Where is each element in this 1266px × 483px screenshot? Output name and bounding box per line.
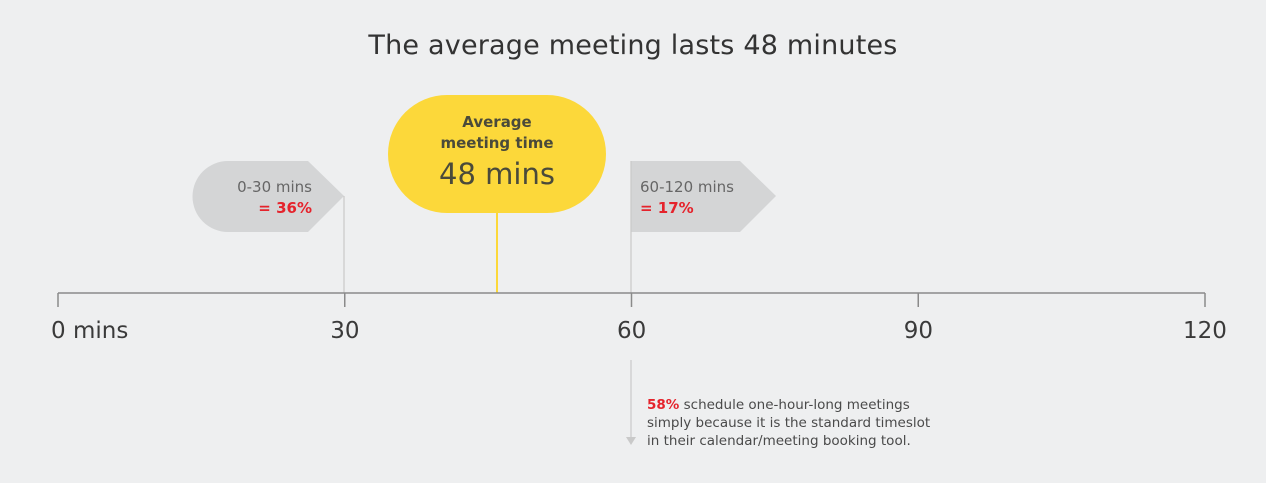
average-label-line1: Average <box>462 113 532 131</box>
flag-left-range: 0-30 mins <box>237 178 312 196</box>
note-line-2: simply because it is the standard timesl… <box>647 415 931 431</box>
meeting-note: 58% schedule one-hour-long meetings simp… <box>647 396 977 450</box>
flag-right-shape <box>631 161 776 232</box>
average-label-line2: meeting time <box>440 134 554 152</box>
axis-tick-label-120: 120 <box>1183 318 1227 344</box>
flag-right-range: 60-120 mins <box>640 178 734 196</box>
note-line-1-text: schedule one-hour-long meetings <box>679 397 910 413</box>
flag-right-share: = 17% <box>640 199 694 217</box>
average-badge: Average meeting time 48 mins <box>388 95 606 213</box>
flag-right-label: 60-120 mins = 17% <box>640 177 760 219</box>
average-value: 48 mins <box>439 157 555 191</box>
flag-left-label: 0-30 mins = 36% <box>206 177 312 219</box>
axis-tick-label-90: 90 <box>903 318 934 344</box>
note-line-3: in their calendar/meeting booking tool. <box>647 433 911 449</box>
note-arrow-head <box>626 437 636 445</box>
axis-tick-label-60: 60 <box>617 318 647 344</box>
page-title: The average meeting lasts 48 minutes <box>368 30 898 61</box>
note-percentage: 58% <box>647 397 680 413</box>
flag-left-share: = 36% <box>258 199 312 217</box>
axis-tick-label-0: 0 mins <box>51 318 129 344</box>
average-label: Average meeting time <box>388 112 606 154</box>
flag-left-shape <box>192 161 344 232</box>
axis-tick-label-30: 30 <box>330 318 360 344</box>
note-line-1: 58% schedule one-hour-long meetings <box>647 396 977 414</box>
axis-ticks <box>57 293 1206 307</box>
